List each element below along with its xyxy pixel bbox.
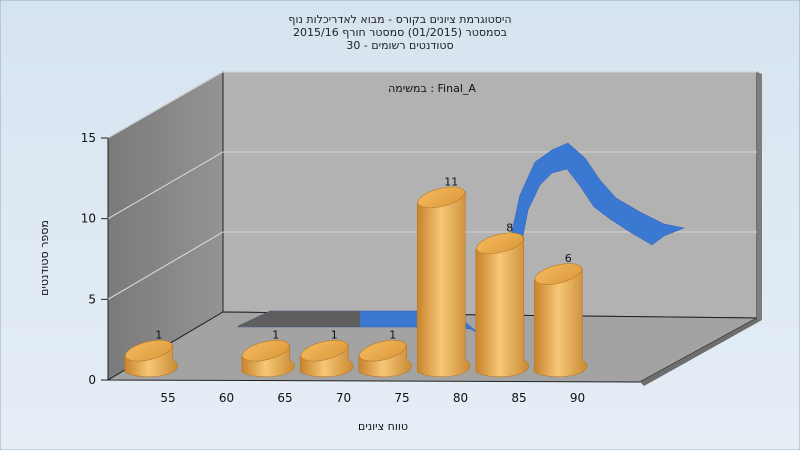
histogram-bar-cap	[300, 339, 348, 362]
chart-title-line-1: היסטוגרמת ציונים בקורס - מבוא לאדריכלות …	[288, 13, 511, 26]
histogram-bar-cap	[417, 186, 465, 209]
x-tick-label: 90	[570, 391, 585, 405]
y-axis-label: מספר סטודנטים	[38, 220, 51, 296]
x-axis-label: טווח ציונים	[358, 420, 408, 433]
y-tick-label: 10	[81, 212, 96, 226]
grid-line-side	[107, 151, 224, 220]
histogram-bar-cap	[476, 232, 524, 255]
floor-edge	[640, 318, 762, 386]
y-tick-labels: 0 5 10 15	[81, 131, 108, 387]
histogram-bar-cap	[534, 263, 582, 285]
back-wall-edge	[757, 72, 762, 320]
histogram-bar	[416, 191, 471, 378]
data-label: 1	[331, 329, 338, 342]
data-label: 6	[565, 252, 572, 265]
data-label: 1	[389, 329, 396, 342]
histogram-bar-cap	[359, 339, 407, 362]
x-tick-label: 70	[336, 391, 351, 405]
histogram-bar	[475, 237, 529, 378]
x-tick-label: 85	[511, 391, 526, 405]
bars-layer	[124, 186, 588, 378]
x-tick-label: 65	[277, 391, 292, 405]
y-tick-label: 5	[88, 292, 96, 306]
data-label: 1	[272, 329, 279, 342]
histogram-bar-cap	[242, 339, 290, 362]
grid-line-side	[107, 71, 224, 139]
x-tick-label: 75	[394, 391, 409, 405]
histogram-bar-cap	[125, 339, 173, 362]
task-label: במשימה : Final_A	[388, 82, 476, 95]
data-label: 11	[444, 175, 458, 188]
grid-line-side	[107, 231, 224, 300]
x-tick-label: 60	[219, 391, 234, 405]
x-tick-label: 55	[160, 391, 175, 405]
x-tick-label: 80	[453, 391, 468, 405]
distribution-curve-tail	[238, 311, 360, 327]
x-tick-labels: 55 60 65 70 75 80 85 90	[160, 391, 585, 405]
y-tick-label: 0	[88, 373, 96, 387]
data-label: 1	[155, 329, 162, 342]
y-tick-label: 15	[81, 131, 96, 145]
histogram-bar	[533, 267, 588, 378]
data-label: 8	[506, 221, 513, 234]
chart-title-line-3: סטודנטים רשומים - 30	[346, 39, 453, 52]
chart-title-line-2: בסמסטר (01/2015) סמסטר חורף 2015/16	[293, 26, 507, 39]
